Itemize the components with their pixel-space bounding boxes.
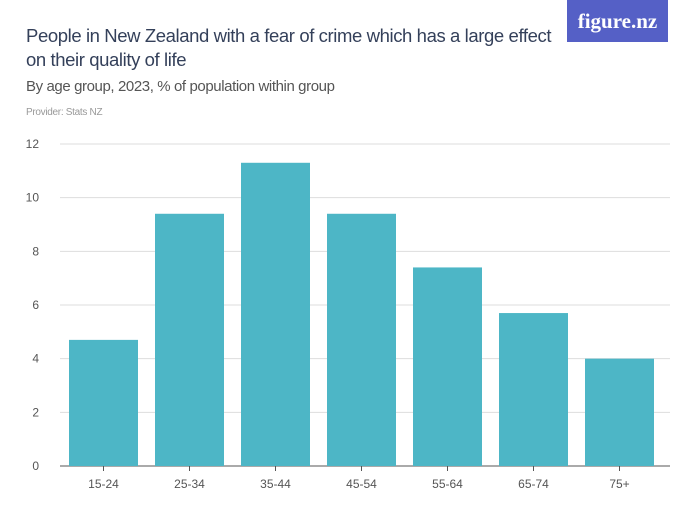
y-tick-label: 4 xyxy=(32,352,39,366)
bar xyxy=(499,313,568,466)
chart-title: People in New Zealand with a fear of cri… xyxy=(26,25,552,70)
x-tick-label: 25-34 xyxy=(174,477,205,491)
y-tick-label: 12 xyxy=(26,137,40,151)
y-tick-label: 10 xyxy=(26,191,40,205)
y-tick-label: 2 xyxy=(32,405,39,419)
chart-subtitle: By age group, 2023, % of population with… xyxy=(26,78,335,95)
bar xyxy=(327,213,396,466)
y-tick-label: 6 xyxy=(32,298,39,312)
bar xyxy=(155,213,224,466)
provider-label: Provider: Stats NZ xyxy=(26,107,103,118)
y-tick-label: 8 xyxy=(32,244,39,258)
x-tick-label: 35-44 xyxy=(260,477,291,491)
bar xyxy=(241,162,310,467)
y-tick-label: 0 xyxy=(32,459,39,473)
bar xyxy=(69,339,138,466)
bar xyxy=(585,358,654,466)
x-tick-label: 75+ xyxy=(609,477,629,491)
x-tick-label: 15-24 xyxy=(88,477,119,491)
figure-nz-logo[interactable]: figure.nz xyxy=(567,0,668,42)
bar xyxy=(413,267,482,466)
x-tick-label: 45-54 xyxy=(346,477,377,491)
x-tick-label: 55-64 xyxy=(432,477,463,491)
x-tick-label: 65-74 xyxy=(518,477,549,491)
